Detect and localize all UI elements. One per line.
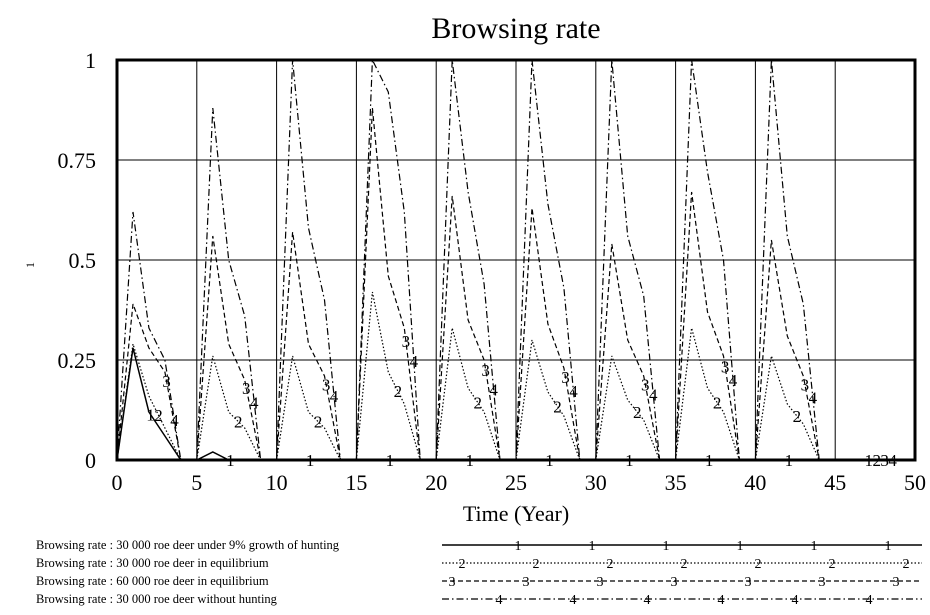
- y-tick-label: 0: [85, 448, 96, 473]
- x-tick-label: 35: [665, 470, 687, 495]
- x-axis-label: Time (Year): [463, 501, 569, 526]
- x-tick-label: 0: [112, 470, 123, 495]
- x-tick-label: 25: [505, 470, 527, 495]
- series-marker-2: 2: [793, 407, 802, 426]
- legend-marker-1: 1: [737, 539, 744, 554]
- legend-marker-4: 4: [866, 593, 873, 608]
- legend-marker-1: 1: [663, 539, 670, 554]
- series-marker-4: 4: [729, 371, 738, 390]
- series-marker-3: 3: [641, 375, 650, 394]
- series-marker-4: 4: [809, 389, 818, 408]
- legend-marker-3: 3: [745, 575, 752, 590]
- legend-marker-2: 2: [903, 557, 910, 572]
- legend-marker-3: 3: [893, 575, 900, 590]
- series-marker-2: 2: [553, 397, 562, 416]
- series-marker-3: 3: [162, 372, 171, 391]
- legend-marker-1: 1: [811, 539, 818, 554]
- series-marker-2: 2: [234, 413, 243, 432]
- legend-marker-2: 2: [681, 557, 688, 572]
- series-line-2: [116, 291, 915, 461]
- legend-marker-1: 1: [589, 539, 596, 554]
- legend-label: Browsing rate : 30 000 roe deer without …: [36, 592, 278, 606]
- series-marker-3: 3: [481, 361, 490, 380]
- series-marker-2: 2: [713, 393, 722, 412]
- series-marker-3: 3: [242, 379, 251, 398]
- chart-title: Browsing rate: [431, 12, 600, 45]
- x-tick-label: 15: [345, 470, 367, 495]
- series-marker-2: 2: [473, 393, 482, 412]
- legend-marker-2: 2: [829, 557, 836, 572]
- y-tick-label: 0.5: [69, 248, 97, 273]
- x-tick-label: 30: [585, 470, 607, 495]
- series-marker-4: 4: [330, 387, 339, 406]
- series-marker-2: 2: [314, 413, 323, 432]
- series-marker-1: 1: [146, 405, 155, 424]
- legend-marker-1: 1: [885, 539, 892, 554]
- series-marker-4: 4: [569, 382, 578, 401]
- series-marker-3: 3: [561, 368, 570, 387]
- legend-label: Browsing rate : 30 000 roe deer under 9%…: [36, 538, 340, 552]
- x-tick-label: 5: [191, 470, 202, 495]
- x-tick-labels: 0 5 10 15 20 25 30 35 40 45 50: [112, 470, 927, 495]
- legend: Browsing rate : 30 000 roe deer under 9%…: [36, 538, 922, 608]
- legend-marker-2: 2: [607, 557, 614, 572]
- series-marker-4: 4: [170, 411, 179, 430]
- x-tick-label: 40: [744, 470, 766, 495]
- series-marker-4: 4: [410, 352, 419, 371]
- series-marker-2: 2: [633, 403, 642, 422]
- legend-label: Browsing rate : 30 000 roe deer in equil…: [36, 556, 269, 570]
- legend-marker-1: 1: [515, 539, 522, 554]
- series-marker-3: 3: [721, 357, 730, 376]
- legend-marker-3: 3: [671, 575, 678, 590]
- legend-marker-2: 2: [533, 557, 540, 572]
- series-marker-2: 2: [154, 406, 163, 425]
- legend-marker-3: 3: [597, 575, 604, 590]
- legend-marker-4: 4: [570, 593, 577, 608]
- plot-frame: [115, 58, 917, 462]
- legend-marker-2: 2: [459, 557, 466, 572]
- legend-marker-2: 2: [755, 557, 762, 572]
- x-tick-label: 45: [824, 470, 846, 495]
- legend-label: Browsing rate : 60 000 roe deer in equil…: [36, 574, 269, 588]
- series-marker-3: 3: [801, 375, 810, 394]
- y-tick-label: 0.25: [58, 348, 97, 373]
- series-marker-4: 4: [489, 381, 498, 400]
- legend-marker-4: 4: [718, 593, 725, 608]
- legend-marker-3: 3: [449, 575, 456, 590]
- x-tick-label: 20: [425, 470, 447, 495]
- legend-marker-4: 4: [644, 593, 651, 608]
- x-tick-label: 10: [266, 470, 288, 495]
- y-tick-labels: 0 0.25 0.5 0.75 1: [58, 48, 97, 473]
- legend-marker-3: 3: [819, 575, 826, 590]
- legend-marker-4: 4: [496, 593, 503, 608]
- y-axis-label: 1: [23, 262, 37, 268]
- y-tick-label: 0.75: [58, 148, 97, 173]
- grid-lines: [116, 59, 916, 461]
- series-marker-2: 2: [394, 382, 403, 401]
- series-marker-3: 3: [402, 332, 411, 351]
- legend-marker-4: 4: [792, 593, 799, 608]
- y-tick-label: 1: [85, 48, 96, 73]
- series-marker-4: 4: [250, 393, 259, 412]
- series-marker-3: 3: [322, 375, 331, 394]
- x-tick-label: 50: [904, 470, 926, 495]
- legend-marker-3: 3: [523, 575, 530, 590]
- series-marker-4: 4: [649, 385, 658, 404]
